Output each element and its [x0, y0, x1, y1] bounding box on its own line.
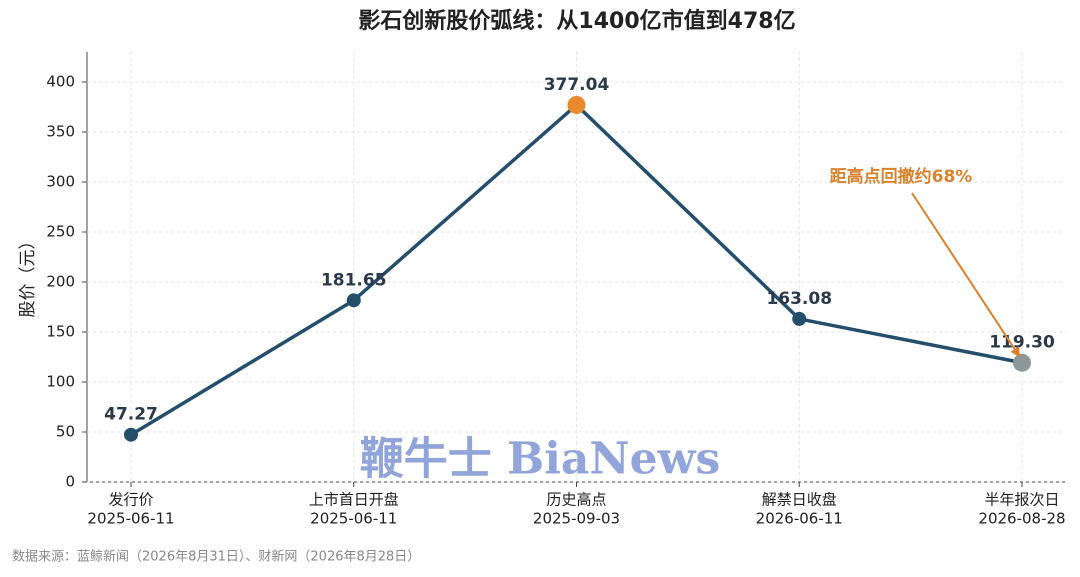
- source-note: 数据来源：蓝鲸新闻（2026年8月31日）、财新网（2026年8月28日）: [12, 549, 420, 565]
- y-tick-label: 300: [46, 173, 75, 191]
- x-tick-date: 2026-06-11: [756, 510, 843, 528]
- x-tick-date: 2025-09-03: [533, 510, 620, 528]
- x-tick-label: 历史高点: [546, 491, 606, 509]
- y-tick-label: 150: [46, 323, 75, 341]
- x-tick-label: 半年报次日: [984, 491, 1059, 509]
- chart-title: 影石创新股价弧线：从1400亿市值到478亿: [358, 8, 795, 34]
- value-label: 119.30: [989, 333, 1055, 353]
- point: [567, 95, 586, 114]
- value-label: 181.65: [321, 270, 387, 290]
- watermark: 鞭牛士 BiaNews: [360, 434, 721, 485]
- x-tick-label: 解禁日收盘: [762, 491, 837, 509]
- y-tick-label: 350: [46, 123, 75, 141]
- x-tick-date: 2025-06-11: [87, 510, 174, 528]
- x-tick-date: 2025-06-11: [310, 510, 397, 528]
- y-tick-label: 100: [46, 373, 75, 391]
- y-tick-label: 200: [46, 273, 75, 291]
- x-tick-label: 上市首日开盘: [309, 491, 399, 509]
- y-tick-label: 400: [46, 73, 75, 91]
- y-tick-label: 50: [56, 423, 75, 441]
- value-label: 163.08: [766, 289, 832, 309]
- point: [792, 311, 807, 326]
- x-tick-date: 2026-08-28: [978, 510, 1065, 528]
- annotation: 距高点回撤约68%: [830, 166, 973, 187]
- point: [346, 293, 361, 308]
- value-label: 47.27: [104, 405, 158, 425]
- y-axis-label: 股价（元）: [18, 233, 38, 318]
- x-tick-label: 发行价: [108, 491, 153, 509]
- annotation-arrow: [911, 192, 1021, 358]
- value-label: 377.04: [544, 75, 610, 95]
- point: [124, 427, 138, 442]
- y-tick-label: 0: [65, 473, 75, 491]
- point: [1013, 353, 1031, 372]
- y-tick-label: 250: [46, 223, 75, 241]
